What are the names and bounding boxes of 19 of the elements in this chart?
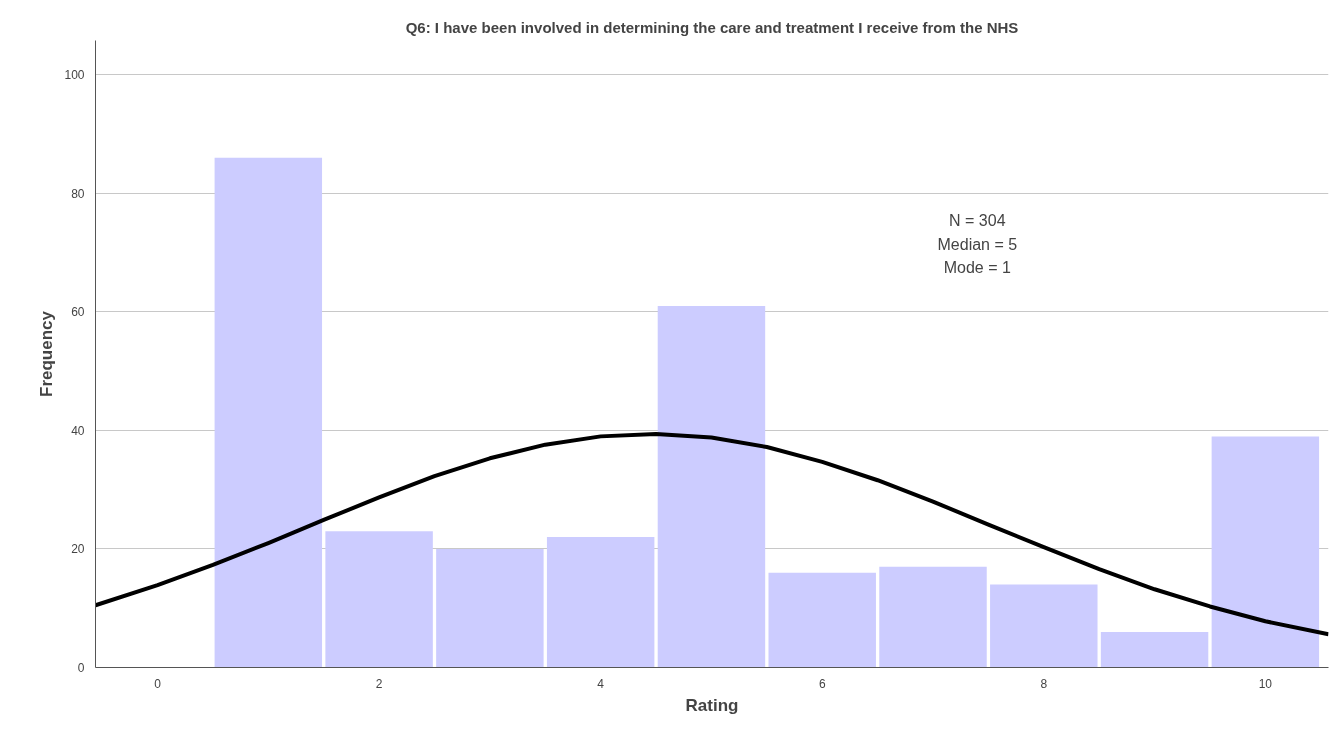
x-tick-label: 2 bbox=[375, 676, 383, 691]
y-tick-label: 0 bbox=[77, 661, 85, 675]
x-axis-title: Rating bbox=[685, 695, 739, 715]
x-tick-label: 0 bbox=[154, 676, 162, 691]
line-series bbox=[95, 432, 1329, 637]
y-tick-label: 80 bbox=[71, 186, 85, 201]
annotation: Median = 5 bbox=[937, 235, 1018, 253]
x-tick-label: 10 bbox=[1258, 676, 1273, 691]
y-tick-label: 60 bbox=[71, 305, 85, 320]
y-tick-label: 20 bbox=[71, 542, 85, 557]
chart-title: Q6: I have been involved in determining the care and treatment I receive from the NHS bbox=[405, 18, 1019, 36]
x-tick-label: 6 bbox=[818, 676, 826, 691]
x-tick-label: 8 bbox=[1040, 676, 1048, 691]
y-axis-title: Frequency bbox=[37, 310, 57, 397]
y-tick-label: 40 bbox=[71, 423, 85, 438]
annotation: Mode = 1 bbox=[943, 259, 1011, 277]
annotation: N = 304 bbox=[949, 211, 1006, 229]
x-tick-label: 4 bbox=[597, 676, 605, 691]
y-tick-label: 100 bbox=[64, 68, 85, 83]
